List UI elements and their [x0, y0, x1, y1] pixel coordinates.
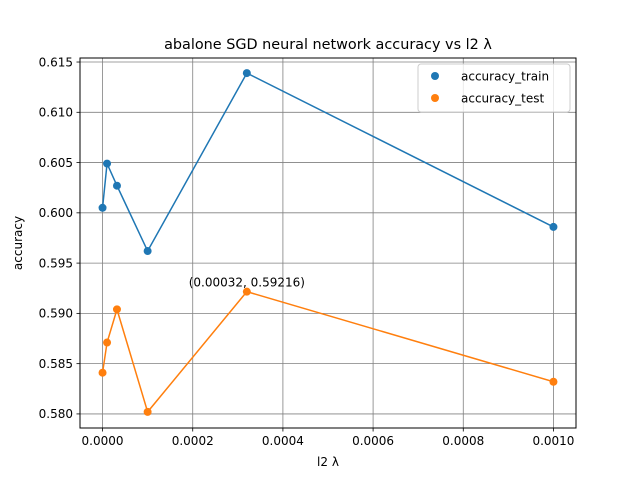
series-line-accuracy_test	[101, 290, 554, 414]
x-tick-label: 0.0008	[442, 434, 484, 448]
legend-label: accuracy_test	[461, 91, 544, 105]
data-point-accuracy_train	[98, 203, 107, 212]
y-tick-label: 0.610	[39, 106, 73, 120]
plot-frame	[79, 57, 577, 429]
data-point-accuracy_train	[112, 181, 121, 190]
data-point-accuracy_train	[143, 247, 152, 256]
y-tick-label: 0.605	[39, 156, 73, 170]
y-axis-ticks: 0.580 0.585 0.590 0.595 0.600 0.605 0.610 0.615	[39, 55, 80, 421]
data-point-accuracy_test	[103, 338, 112, 347]
data-point-accuracy_test	[143, 407, 152, 416]
series-accuracy_train	[98, 69, 558, 256]
data-point-accuracy_test	[98, 368, 107, 377]
series-layer	[98, 69, 558, 416]
annotation-label: (0.00032, 0.59216)	[189, 276, 305, 290]
data-point-accuracy_test	[549, 377, 558, 386]
x-axis-ticks: 0.0000 0.0002 0.0004 0.0006 0.0008 0.0010	[82, 428, 574, 448]
series-accuracy_test	[98, 287, 558, 416]
x-tick-label: 0.0004	[262, 434, 304, 448]
legend-marker-accuracy_test	[431, 94, 439, 102]
data-point-accuracy_test	[112, 305, 121, 314]
x-axis-label: l2 λ	[317, 455, 339, 469]
data-point-accuracy_test	[242, 287, 251, 296]
x-tick-label: 0.0000	[82, 434, 124, 448]
data-point-accuracy_train	[103, 159, 112, 168]
legend: accuracy_train accuracy_test	[417, 63, 571, 113]
y-tick-label: 0.600	[39, 206, 73, 220]
chart-title: abalone SGD neural network accuracy vs l…	[164, 37, 492, 53]
data-point-accuracy_train	[242, 69, 251, 78]
y-tick-label: 0.585	[39, 357, 73, 371]
x-tick-label: 0.0006	[352, 434, 394, 448]
annotation-layer: (0.00032, 0.59216)	[189, 276, 305, 290]
x-tick-label: 0.0002	[172, 434, 214, 448]
y-tick-label: 0.580	[39, 407, 73, 421]
legend-marker-accuracy_train	[431, 72, 439, 80]
series-line-accuracy_train	[101, 72, 554, 253]
legend-label: accuracy_train	[461, 69, 549, 83]
y-tick-label: 0.590	[39, 307, 73, 321]
y-axis-label: accuracy	[11, 216, 25, 270]
y-tick-label: 0.595	[39, 256, 73, 270]
legend-box	[417, 63, 571, 113]
data-point-accuracy_train	[549, 222, 558, 231]
grid	[80, 58, 576, 428]
y-tick-label: 0.615	[39, 55, 73, 69]
x-tick-label: 0.0010	[532, 434, 574, 448]
